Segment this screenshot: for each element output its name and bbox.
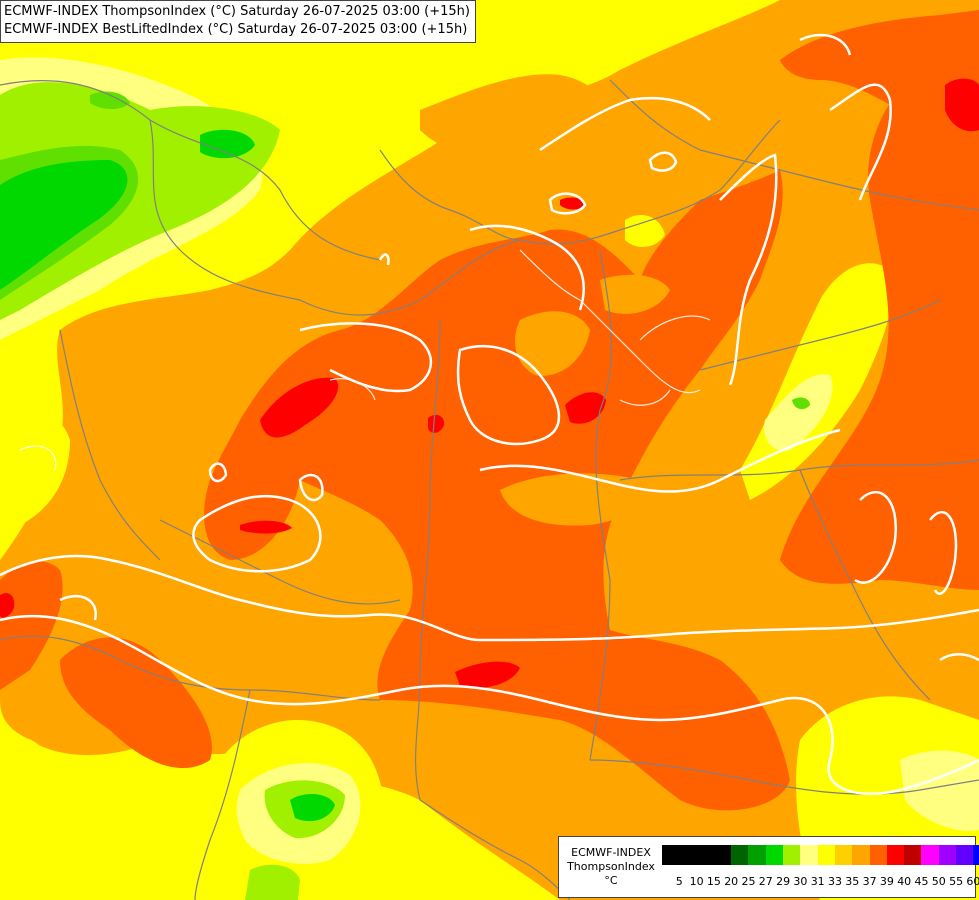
legend-swatch: [679, 845, 697, 865]
legend-tick: 37: [862, 875, 877, 888]
field-orange-island-3: [600, 274, 670, 314]
field-orange-island-1: [500, 473, 643, 526]
legend-tick: 55: [949, 875, 964, 888]
legend-tick: 33: [828, 875, 842, 888]
field-bright-green: [0, 160, 128, 290]
field-red-5: [428, 414, 445, 433]
legend-swatch: [956, 845, 974, 865]
legend-swatch: [921, 845, 939, 865]
field-yellow-west-mid: [0, 409, 70, 530]
legend-swatch: [869, 845, 887, 865]
legend-color-bar: [662, 845, 979, 865]
field-darkorange-west: [0, 561, 63, 690]
field-green-south-2: [245, 864, 300, 900]
field-red-1: [260, 377, 339, 438]
map-title-lifted: ECMWF-INDEX BestLiftedIndex (°C) Saturda…: [4, 22, 468, 37]
field-green-east-dot: [792, 397, 810, 410]
legend-swatch: [817, 845, 835, 865]
legend-tick-labels: 5 10 15 20 25 27 29 30 31 33 35 37 39 40 45 50 55 60: [662, 875, 979, 889]
field-darkorange-east: [780, 40, 979, 590]
color-legend: ECMWF-INDEX ThompsonIndex °C 5 10 15 20 25 27…: [558, 836, 979, 898]
legend-tick: 5: [675, 875, 683, 888]
legend-tick: 27: [758, 875, 773, 888]
field-red-7: [560, 197, 585, 210]
legend-tick: 45: [914, 875, 929, 888]
legend-swatch: [662, 845, 680, 865]
legend-tick: 31: [810, 875, 825, 888]
legend-swatch: [783, 845, 801, 865]
legend-swatch: [765, 845, 784, 865]
legend-tick: 39: [879, 875, 894, 888]
legend-tick: 20: [724, 875, 739, 888]
field-red-4: [945, 78, 979, 132]
legend-swatch: [731, 845, 749, 865]
legend-swatch: [696, 845, 714, 865]
legend-parameter: ThompsonIndex: [567, 860, 655, 873]
field-pale-southeast: [900, 750, 979, 831]
legend-swatch: [852, 845, 870, 865]
legend-unit: °C: [604, 874, 618, 887]
legend-tick: 30: [793, 875, 808, 888]
field-paleyellow-east: [764, 374, 833, 451]
field-bright-green-south: [290, 793, 335, 822]
legend-swatch: [886, 845, 905, 865]
legend-tick: 29: [776, 875, 791, 888]
legend-swatch: [938, 845, 957, 865]
legend-tick: 15: [706, 875, 721, 888]
legend-swatch: [834, 845, 853, 865]
thin-contours: [19, 249, 951, 891]
field-green-patch-2: [200, 129, 255, 159]
lifted-index-contours: [0, 33, 979, 795]
legend-tick: 35: [845, 875, 860, 888]
field-red-6: [0, 593, 15, 618]
country-borders: [0, 79, 979, 900]
field-orange-island-2: [515, 311, 590, 376]
legend-swatch: [713, 845, 732, 865]
map-title-thompson: ECMWF-INDEX ThompsonIndex (°C) Saturday …: [4, 4, 470, 19]
legend-swatch: [800, 845, 818, 865]
legend-tick: 50: [931, 875, 946, 888]
field-red-8: [240, 520, 292, 534]
legend-swatch: [973, 845, 979, 865]
field-red-3: [455, 661, 520, 689]
legend-swatch: [904, 845, 922, 865]
legend-tick: 60: [966, 875, 979, 888]
legend-caption: ECMWF-INDEX ThompsonIndex °C: [563, 846, 659, 888]
map-title-box: ECMWF-INDEX ThompsonIndex (°C) Saturday …: [0, 0, 476, 43]
legend-tick: 10: [689, 875, 704, 888]
legend-tick: 25: [741, 875, 756, 888]
legend-tick: 40: [897, 875, 912, 888]
legend-swatch: [748, 845, 766, 865]
field-red-2: [565, 392, 606, 424]
legend-model: ECMWF-INDEX: [571, 846, 651, 859]
field-yellow-southwest: [0, 736, 56, 880]
field-pale-island-north: [625, 215, 665, 247]
field-green-patch-3: [90, 91, 130, 110]
field-darkorange-central: [204, 170, 791, 811]
field-darkorange-southwest: [60, 637, 212, 769]
field-orange-north: [420, 74, 620, 171]
